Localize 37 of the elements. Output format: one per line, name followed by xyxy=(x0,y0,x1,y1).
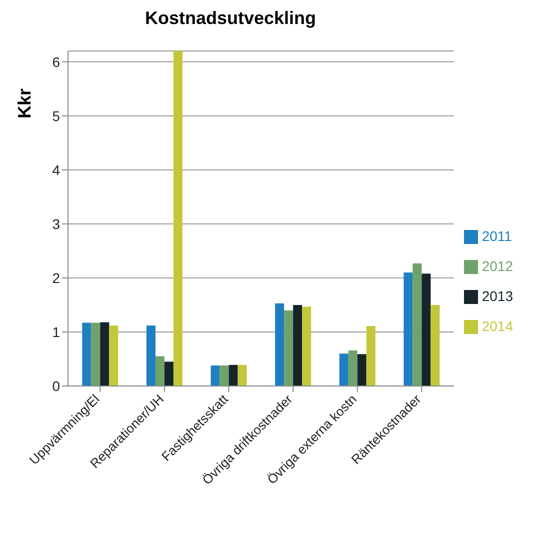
bar xyxy=(164,362,174,386)
bar xyxy=(430,304,440,386)
chart-title: Kostnadsutveckling xyxy=(144,8,318,29)
y-tick-label: 0 xyxy=(52,378,60,394)
bar xyxy=(339,354,348,386)
bar xyxy=(422,274,431,386)
y-tick-label: 4 xyxy=(52,162,60,178)
y-tick-label: 2 xyxy=(52,270,60,286)
bar xyxy=(348,350,358,386)
y-tick-label: 6 xyxy=(52,54,60,70)
legend-label: 2013 xyxy=(482,288,513,304)
bar xyxy=(284,310,294,386)
bar xyxy=(100,322,110,386)
y-tick-label: 1 xyxy=(52,324,60,340)
bar xyxy=(155,356,164,386)
bar xyxy=(238,364,247,386)
legend-label: 2012 xyxy=(482,258,513,274)
bar xyxy=(302,306,312,386)
bar xyxy=(220,365,229,386)
bar xyxy=(275,303,284,386)
bar xyxy=(404,272,413,386)
legend-label: 2011 xyxy=(482,228,512,244)
bar xyxy=(82,322,92,386)
bar xyxy=(228,364,238,386)
bar xyxy=(109,325,118,386)
y-axis-title: Kkr xyxy=(14,88,36,119)
bar xyxy=(293,304,302,386)
legend-label: 2014 xyxy=(482,318,513,334)
y-tick-label: 3 xyxy=(52,216,60,232)
bar xyxy=(366,326,376,386)
bar xyxy=(357,354,366,386)
bar xyxy=(91,322,100,386)
bar xyxy=(412,263,422,386)
bar xyxy=(173,51,182,386)
y-tick-label: 5 xyxy=(52,108,60,124)
bar xyxy=(210,365,220,386)
bar xyxy=(146,325,156,386)
